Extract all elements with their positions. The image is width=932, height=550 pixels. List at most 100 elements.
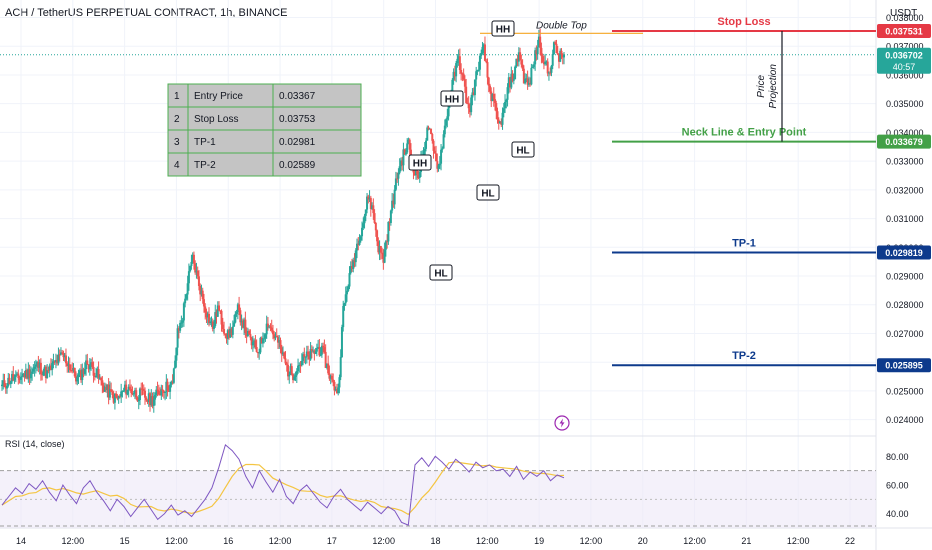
candle-body — [211, 321, 214, 329]
table-cell — [272, 152, 362, 177]
candle-body — [125, 384, 128, 395]
candle-body — [284, 358, 287, 364]
candle-body — [56, 359, 59, 364]
table-n: 4 — [174, 160, 180, 171]
candle-body — [239, 310, 242, 323]
candle-body — [559, 50, 562, 62]
price-tick: 0.034000 — [886, 128, 924, 138]
candle-body — [409, 149, 412, 158]
candle-body — [425, 140, 428, 149]
candle-body — [289, 366, 292, 375]
projection-label-line2: Projection — [768, 64, 779, 109]
candle-body — [273, 334, 276, 339]
candle-body — [514, 66, 517, 80]
swing-label: HL — [434, 269, 447, 280]
candle-body — [466, 102, 469, 105]
candle-body — [189, 266, 192, 272]
candle-body — [258, 352, 261, 354]
candle-body — [1, 384, 3, 387]
candle-body — [446, 116, 449, 120]
candle-body — [111, 391, 114, 395]
candle-body — [8, 377, 11, 385]
candle-body — [546, 61, 549, 74]
candle-body — [142, 389, 145, 391]
candle-body — [91, 362, 94, 367]
table-n: 2 — [174, 114, 180, 125]
candle-body — [381, 252, 384, 254]
candle-body — [265, 323, 268, 335]
candle-body — [328, 373, 331, 379]
candle-body — [231, 326, 234, 335]
candle-body — [307, 351, 310, 355]
candle-body — [408, 139, 411, 150]
candle-body — [260, 337, 263, 344]
candle-body — [445, 119, 448, 126]
candle-body — [249, 334, 252, 338]
candle-body — [522, 68, 525, 84]
candle-body — [228, 330, 231, 338]
candle-body — [187, 271, 190, 284]
candle-body — [542, 61, 545, 65]
candle-body — [161, 389, 164, 391]
lightning-icon[interactable] — [554, 415, 570, 431]
candle-body — [392, 200, 395, 205]
candle-body — [417, 174, 420, 178]
candle-body — [221, 324, 224, 330]
candle-body — [467, 104, 470, 109]
candle-body — [534, 50, 537, 65]
price-tick: 0.032000 — [886, 185, 924, 195]
candle-body — [220, 310, 223, 325]
candle-body — [17, 373, 20, 379]
candle-body — [552, 42, 555, 55]
candle-body — [433, 150, 436, 154]
candle-body — [402, 149, 405, 166]
candle-body — [362, 223, 365, 228]
candle-body — [471, 92, 474, 98]
countdown: 40:57 — [893, 62, 916, 72]
swing-box — [408, 154, 432, 171]
candle-body — [128, 386, 131, 389]
candle-body — [269, 326, 272, 328]
candle-body — [468, 108, 471, 113]
candle-body — [152, 399, 155, 406]
candle-body — [299, 364, 302, 366]
tp1-tag-bg — [877, 245, 931, 260]
candle-body — [200, 290, 203, 295]
candle-body — [107, 384, 110, 398]
candle-body — [532, 64, 535, 67]
candle-body — [69, 370, 72, 372]
candle-body — [462, 73, 465, 80]
time-tick: 12:00 — [787, 536, 810, 546]
candle-body — [180, 322, 183, 324]
candle-body — [383, 249, 386, 263]
candle-body — [29, 373, 32, 379]
candle-body — [515, 58, 518, 67]
candle-body — [423, 148, 426, 155]
candle-body — [303, 354, 306, 358]
candle-body — [544, 61, 547, 65]
candle-body — [294, 375, 297, 377]
candle-body — [64, 355, 67, 364]
candle-body — [199, 286, 202, 295]
time-tick: 12:00 — [580, 536, 603, 546]
neck_line-label: Neck Line & Entry Point — [682, 127, 807, 139]
candle-body — [310, 349, 313, 351]
candle-body — [253, 340, 256, 342]
candle-body — [295, 370, 298, 376]
candle-body — [270, 327, 273, 331]
candle-body — [322, 345, 325, 348]
candle-body — [95, 375, 98, 377]
candle-body — [396, 178, 399, 180]
candle-body — [19, 376, 22, 380]
candle-body — [47, 370, 50, 372]
time-tick: 12:00 — [372, 536, 395, 546]
candle-body — [102, 385, 105, 392]
candle-body — [325, 363, 328, 368]
candle-body — [266, 323, 269, 327]
tp1-label: TP-1 — [732, 237, 756, 249]
swing-box — [511, 141, 535, 158]
candle-body — [133, 390, 136, 394]
candle-body — [205, 312, 208, 318]
candle-body — [338, 377, 341, 388]
